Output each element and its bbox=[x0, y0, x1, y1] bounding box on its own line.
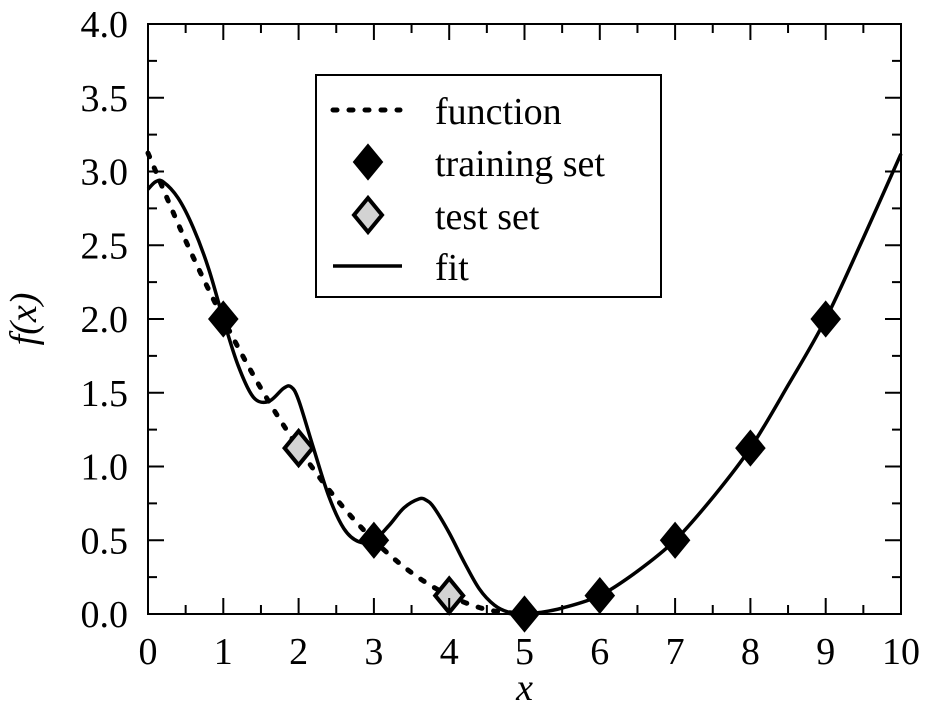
y-tick-label: 0.0 bbox=[81, 594, 129, 636]
axis-tick-labels: 0 1 2 3 4 5 6 7 8 9 10 0.0 0.5 1.0 1.5 2.0 2.5 3.0 3.5 4.0 bbox=[81, 4, 921, 673]
training-set-point bbox=[735, 429, 766, 467]
y-tick-label: 2.0 bbox=[81, 299, 129, 341]
y-tick-label: 0.5 bbox=[81, 520, 129, 562]
x-tick-label: 6 bbox=[590, 631, 609, 673]
x-tick-label: 3 bbox=[364, 631, 383, 673]
y-axis-label: f(x) bbox=[3, 293, 45, 346]
plot-content bbox=[145, 150, 903, 633]
legend-box bbox=[315, 74, 662, 298]
x-tick-label: 1 bbox=[214, 631, 233, 673]
x-tick-label: 4 bbox=[440, 631, 459, 673]
y-tick-label: 3.0 bbox=[81, 152, 129, 194]
x-tick-label: 2 bbox=[289, 631, 308, 673]
y-tick-label: 4.0 bbox=[81, 4, 129, 46]
x-tick-label: 9 bbox=[816, 631, 835, 673]
training-set-point bbox=[208, 300, 239, 338]
x-tick-label: 5 bbox=[515, 631, 534, 673]
legend-label-function: function bbox=[435, 91, 562, 133]
y-tick-label: 1.5 bbox=[81, 373, 129, 415]
x-axis-label: x bbox=[515, 667, 533, 704]
test-set-point bbox=[282, 427, 316, 469]
training-set-point bbox=[659, 521, 691, 559]
y-tick-label: 3.5 bbox=[81, 78, 129, 120]
axis-ticks bbox=[147, 23, 902, 615]
legend: function training set test set fit bbox=[315, 74, 662, 298]
x-tick-label: 7 bbox=[666, 631, 685, 673]
y-tick-label: 1.0 bbox=[81, 447, 129, 489]
legend-label-training-set: training set bbox=[435, 143, 605, 185]
legend-label-fit: fit bbox=[435, 247, 469, 289]
legend-label-test-set: test set bbox=[435, 196, 540, 238]
x-tick-label: 8 bbox=[741, 631, 760, 673]
training-set-point bbox=[358, 521, 390, 559]
y-tick-label: 2.5 bbox=[81, 225, 129, 267]
legend-swatch-test-set bbox=[351, 194, 385, 236]
legend-swatch-training-set bbox=[352, 143, 384, 181]
x-tick-label: 0 bbox=[139, 631, 158, 673]
training-set-point bbox=[810, 300, 841, 338]
x-tick-label: 10 bbox=[882, 631, 920, 673]
